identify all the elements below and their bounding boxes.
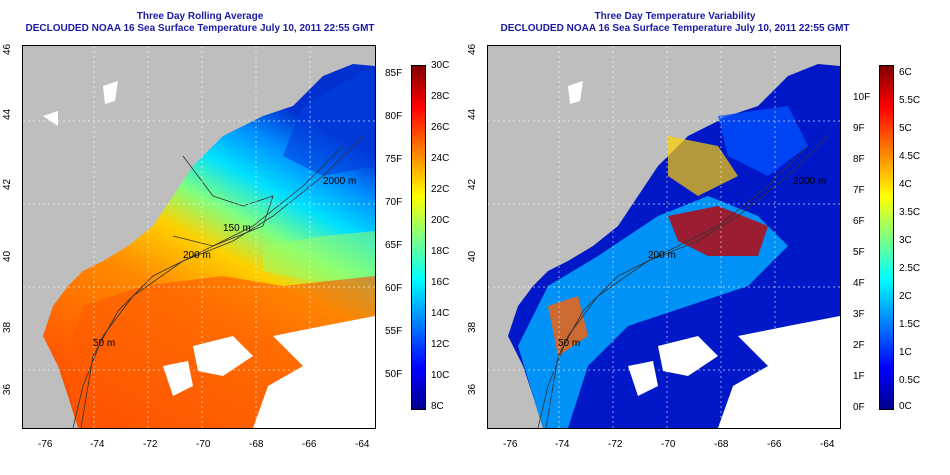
x-tick: -72: [143, 439, 158, 450]
colorbar-label-f: 3F: [853, 309, 865, 320]
colorbar-label-f: 80F: [385, 111, 403, 122]
colorbar-label-c: 26C: [431, 122, 450, 133]
colorbar-label-c: 14C: [431, 308, 450, 319]
panel-subtitle: DECLOUDED NOAA 16 Sea Surface Temperatur…: [500, 23, 850, 34]
panel-subtitle: DECLOUDED NOAA 16 Sea Surface Temperatur…: [25, 23, 375, 34]
colorbar-label-c: 18C: [431, 246, 450, 257]
y-tick: 46: [467, 43, 478, 55]
colorbar-label-c: 6C: [899, 67, 912, 78]
colorbar-label-f: 9F: [853, 123, 865, 134]
colorbar-label-f: 75F: [385, 154, 403, 165]
colorbar-label-f: 65F: [385, 240, 403, 251]
colorbar-label-c: 0.5C: [899, 375, 921, 386]
colorbar-label-f: 60F: [385, 283, 403, 294]
contour-label: 200 m: [183, 250, 211, 261]
colorbar-label-f: 5F: [853, 247, 865, 258]
colorbar-label-c: 2.5C: [899, 263, 921, 274]
colorbar-label-c: 16C: [431, 277, 450, 288]
colorbar-label-c: 4.5C: [899, 151, 921, 162]
contour-label: 150 m: [223, 223, 251, 234]
colorbar-label-f: 8F: [853, 154, 865, 165]
colorbar-label-c: 0C: [899, 401, 912, 412]
x-tick: -66: [302, 439, 317, 450]
grid: [23, 46, 375, 428]
colorbar-label-c: 3.5C: [899, 207, 921, 218]
x-tick: -76: [503, 439, 518, 450]
variability-colorbar: [879, 65, 894, 410]
colorbar-label-c: 4C: [899, 179, 912, 190]
colorbar-label-c: 3C: [899, 235, 912, 246]
y-tick: 36: [2, 383, 13, 395]
colorbar-label-c: 22C: [431, 184, 450, 195]
contour-label: 2000 m: [323, 176, 356, 187]
y-tick: 46: [2, 43, 13, 55]
x-tick: -68: [714, 439, 729, 450]
y-tick: 38: [467, 321, 478, 333]
sst-colorbar: [411, 65, 426, 410]
colorbar-label-f: 50F: [385, 369, 403, 380]
colorbar-label-f: 10F: [853, 92, 871, 103]
contour-label: 50 m: [558, 338, 580, 349]
colorbar-label-c: 20C: [431, 215, 450, 226]
colorbar-label-f: 4F: [853, 278, 865, 289]
y-tick: 44: [2, 108, 13, 120]
y-tick: 42: [467, 178, 478, 190]
colorbar-label-f: 2F: [853, 340, 865, 351]
x-tick: -70: [661, 439, 676, 450]
contour-label: 50 m: [93, 338, 115, 349]
x-tick: -74: [555, 439, 570, 450]
contour-label: 2000 m: [793, 176, 826, 187]
cloud-mask: [568, 81, 840, 428]
bathymetry-contours: [72, 135, 364, 428]
colorbar-label-c: 12C: [431, 339, 450, 350]
bathymetry-contours: [537, 135, 829, 428]
colorbar-label-c: 5.5C: [899, 95, 921, 106]
x-tick: -70: [196, 439, 211, 450]
x-tick: -76: [38, 439, 53, 450]
colorbar-label-c: 1.5C: [899, 319, 921, 330]
y-tick: 42: [2, 178, 13, 190]
colorbar-label-c: 24C: [431, 153, 450, 164]
cloud-mask: [43, 81, 375, 428]
colorbar-label-f: 70F: [385, 197, 403, 208]
sst-average-panel: Three Day Rolling Average DECLOUDED NOAA…: [2, 11, 450, 450]
colorbar-label-c: 8C: [431, 401, 444, 412]
sst-average-map: 2000 m 200 m 50 m 150 m: [22, 45, 376, 429]
x-tick: -74: [90, 439, 105, 450]
x-tick: -64: [820, 439, 835, 450]
colorbar-label-f: 6F: [853, 216, 865, 227]
x-tick: -72: [608, 439, 623, 450]
colorbar-label-f: 55F: [385, 326, 403, 337]
colorbar-label-f: 0F: [853, 402, 865, 413]
x-tick: -66: [767, 439, 782, 450]
x-tick: -64: [355, 439, 370, 450]
colorbar-label-c: 5C: [899, 123, 912, 134]
sst-variability-map: 2000 m 200 m 50 m: [487, 45, 841, 429]
colorbar-label-c: 30C: [431, 60, 450, 71]
colorbar-label-c: 10C: [431, 370, 450, 381]
grid: [488, 46, 840, 428]
colorbar-label-c: 1C: [899, 347, 912, 358]
colorbar-label-f: 1F: [853, 371, 865, 382]
colorbar-label-c: 2C: [899, 291, 912, 302]
y-tick: 38: [2, 321, 13, 333]
colorbar-label-f: 85F: [385, 68, 403, 79]
panel-title: Three Day Rolling Average: [136, 11, 264, 22]
y-tick: 44: [467, 108, 478, 120]
x-tick: -68: [249, 439, 264, 450]
y-tick: 40: [2, 250, 13, 262]
sst-variability-panel: Three Day Temperature Variability DECLOU…: [467, 0, 950, 475]
panel-title: Three Day Temperature Variability: [594, 11, 756, 22]
contour-label: 200 m: [648, 250, 676, 261]
colorbar-label-c: 28C: [431, 91, 450, 102]
colorbar-label-f: 7F: [853, 185, 865, 196]
y-tick: 40: [467, 250, 478, 262]
y-tick: 36: [467, 383, 478, 395]
